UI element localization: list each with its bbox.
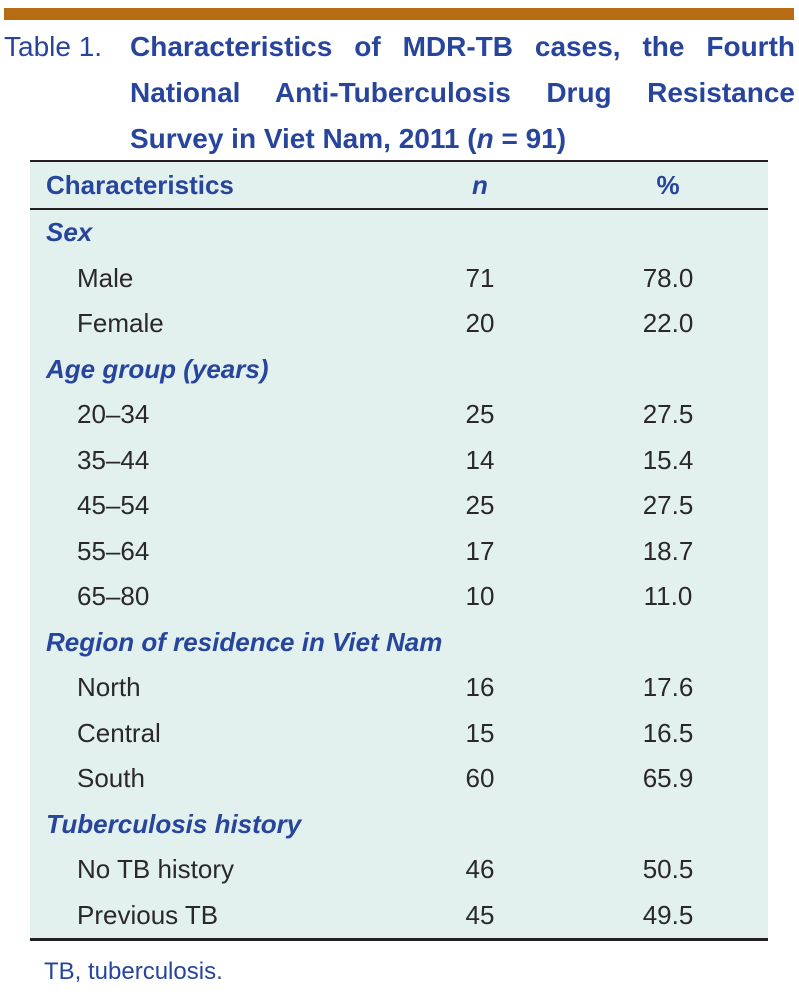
section-age-group: Age group (years) [30, 347, 768, 393]
header-percent: % [656, 169, 680, 200]
section-region: Region of residence in Viet Nam [30, 620, 768, 666]
row-n: 60 [465, 763, 495, 794]
row-n: 10 [465, 581, 495, 612]
accent-bar [4, 8, 794, 20]
section-tb-history: Tuberculosis history [30, 802, 768, 848]
section-sex: Sex [30, 210, 768, 256]
row-label: 65–80 [77, 581, 150, 612]
table-row-female: Female 20 22.0 [30, 301, 768, 347]
row-label: 55–64 [77, 535, 150, 566]
row-label: Previous TB [77, 899, 219, 930]
table-caption-number: Table 1. [4, 31, 103, 62]
row-percent: 17.6 [642, 672, 694, 703]
row-label: 45–54 [77, 490, 150, 521]
row-label: South [77, 763, 145, 794]
row-n: 71 [465, 262, 495, 293]
header-n: n [472, 169, 488, 200]
row-n: 17 [465, 535, 495, 566]
table-row-previous-tb: Previous TB 45 49.5 [30, 893, 768, 939]
table-footnote: TB, tuberculosis. [44, 958, 223, 985]
row-n: 14 [465, 444, 495, 475]
row-percent: 49.5 [642, 899, 694, 930]
section-label: Region of residence in Viet Nam [46, 626, 443, 657]
row-percent: 11.0 [643, 581, 693, 612]
row-percent: 50.5 [642, 854, 694, 885]
row-n: 15 [465, 717, 495, 748]
row-n: 25 [465, 490, 495, 521]
caption-line-3-post: = 91) [493, 123, 567, 154]
table-caption: Table 1. Characteristics of MDR-TB cases… [4, 24, 795, 162]
row-percent: 15.4 [642, 444, 694, 475]
row-percent: 27.5 [642, 399, 694, 430]
row-label: Male [77, 262, 134, 293]
table-row-south: South 60 65.9 [30, 756, 768, 802]
table-row-55-64: 55–64 17 18.7 [30, 529, 768, 575]
row-label: No TB history [77, 854, 235, 885]
section-label: Tuberculosis history [46, 808, 302, 839]
header-characteristics: Characteristics [46, 169, 234, 200]
table-row-35-44: 35–44 14 15.4 [30, 438, 768, 484]
section-label: Sex [46, 217, 93, 248]
row-n: 16 [465, 672, 495, 703]
row-n: 46 [465, 854, 495, 885]
table-caption-text: Characteristics of MDR-TB cases, the Fou… [130, 24, 795, 162]
row-label: North [77, 672, 141, 703]
row-percent: 78.0 [642, 262, 694, 293]
section-label: Age group (years) [46, 353, 269, 384]
caption-line-3-pre: Survey in Viet Nam, 2011 ( [130, 123, 477, 154]
table-row-20-34: 20–34 25 27.5 [30, 392, 768, 438]
row-percent: 22.0 [642, 308, 694, 339]
caption-line-1: Characteristics of MDR-TB cases, the Fou… [130, 31, 795, 62]
row-percent: 16.5 [642, 717, 694, 748]
row-n: 25 [465, 399, 495, 430]
caption-line-2: National Anti-Tuberculosis Drug Resistan… [130, 77, 795, 108]
row-percent: 27.5 [642, 490, 694, 521]
table-row-central: Central 15 16.5 [30, 711, 768, 757]
row-label: Central [77, 717, 161, 748]
table-row-45-54: 45–54 25 27.5 [30, 483, 768, 529]
row-percent: 65.9 [642, 763, 694, 794]
caption-line-3-n-italic: n [476, 123, 494, 154]
table-row-no-tb-history: No TB history 46 50.5 [30, 847, 768, 893]
caption-line-3: Survey in Viet Nam, 2011 (n = 91) [130, 116, 795, 162]
row-percent: 18.7 [642, 535, 694, 566]
table-row-65-80: 65–80 10 11.0 [30, 574, 768, 620]
table-row-male: Male 71 78.0 [30, 256, 768, 302]
row-label: Female [77, 308, 164, 339]
row-label: 20–34 [77, 399, 150, 430]
row-n: 45 [465, 899, 495, 930]
table-header-row: Characteristics n % [30, 162, 768, 210]
row-n: 20 [465, 308, 495, 339]
table-row-north: North 16 17.6 [30, 665, 768, 711]
row-label: 35–44 [77, 444, 150, 475]
characteristics-table: Characteristics n % Sex Male 71 78.0 Fem… [30, 160, 768, 941]
